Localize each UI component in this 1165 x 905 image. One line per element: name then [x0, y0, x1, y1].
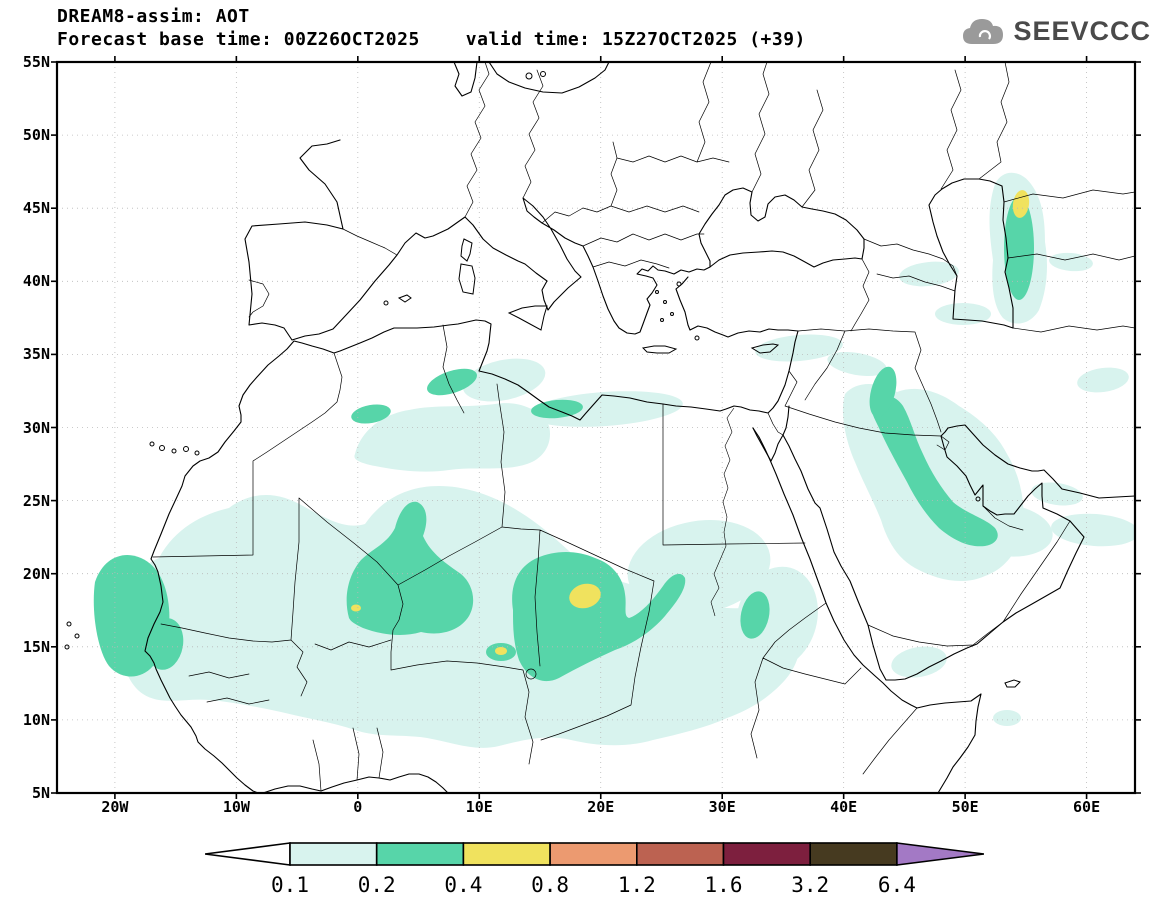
aot-max-mali: [351, 604, 361, 612]
lon-label: 0: [353, 798, 363, 816]
island-cyprus: [750, 343, 780, 354]
seevccc-logo: SEEVCCC: [960, 16, 1151, 47]
lat-label: 50N: [22, 126, 50, 145]
aot-plume-senegal-coast: [146, 618, 184, 670]
coast-arabia: [782, 424, 1135, 681]
lat-label: 35N: [22, 345, 50, 364]
plot-subtitle: Forecast base time: 00Z26OCT2025 valid ti…: [57, 29, 806, 50]
aot-region-persian-gulf: [1031, 482, 1083, 506]
lake-chad: [525, 668, 537, 680]
logo-text: SEEVCCC: [1013, 16, 1151, 46]
aot-region-tunisia: [462, 358, 546, 402]
colorbar-label: 6.4: [878, 873, 916, 897]
lon-label: 50E: [951, 798, 979, 816]
aot-plume-arabia: [871, 395, 998, 547]
lat-label: 10N: [22, 710, 50, 729]
coastlines: [64, 62, 1135, 793]
coast-black-sea: [698, 187, 865, 268]
lat-label: 30N: [22, 418, 50, 437]
plot-title: DREAM8-assim: AOT: [57, 6, 250, 27]
valid-time: valid time: 15Z27OCT2025 (+39): [465, 29, 806, 50]
nile-river: [710, 407, 735, 617]
aot-max-caspian: [1012, 190, 1030, 218]
aot-region-caucasus: [899, 261, 959, 287]
lat-label: 55N: [22, 53, 50, 71]
island-sardinia: [458, 263, 476, 295]
forecast-base-time: Forecast base time: 00Z26OCT2025: [57, 29, 420, 50]
aot-plume-mali-algeria: [346, 501, 474, 635]
aot-spot-algeria-2: [427, 368, 477, 396]
lon-label: 10W: [222, 798, 250, 816]
colorbar-segment: [289, 842, 378, 866]
lon-label: 60E: [1073, 798, 1101, 816]
colorbar-arrow-high: [896, 842, 985, 866]
aot-region-yemen: [891, 646, 947, 678]
aot-max-niger: [495, 647, 507, 655]
lon-label: 20E: [587, 798, 615, 816]
colorbar-label: 0.2: [358, 873, 396, 897]
lon-label: 30E: [708, 798, 736, 816]
aot-spot-libya: [531, 399, 583, 419]
colorbar-label: 0.1: [271, 873, 309, 897]
aot-spot-red-sea: [740, 591, 770, 639]
colorbar-arrow-low: [205, 842, 291, 866]
aot-region-nw-iran: [1077, 367, 1129, 393]
aot-region-s-iran-coast: [1051, 513, 1135, 547]
aot-plume-caspian-core: [1004, 196, 1034, 300]
colorbar-label: 3.2: [791, 873, 829, 897]
colorbar-segment: [549, 842, 638, 866]
colorbar-label: 0.8: [531, 873, 569, 897]
island-corsica: [460, 238, 473, 262]
island-sicily: [507, 305, 548, 331]
borders-middle-east: [784, 62, 1135, 647]
aot-region-socotra: [993, 710, 1021, 726]
lat-label: 45N: [22, 199, 50, 218]
coast-gulf-of-guinea: [262, 773, 449, 793]
island-socotra: [1004, 679, 1021, 688]
island-crete: [641, 345, 678, 354]
lat-label: 15N: [22, 637, 50, 656]
lat-label: 20N: [22, 564, 50, 583]
aot-contour-fills: [93, 172, 1135, 748]
lat-label: 25N: [22, 491, 50, 510]
coast-europe-west-med: [244, 139, 711, 341]
aot-max-chad: [569, 583, 601, 609]
borders-africa: [152, 324, 918, 792]
lon-label: 10E: [465, 798, 493, 816]
colorbar-segment: [462, 842, 551, 866]
colorbar-label: 0.4: [444, 873, 482, 897]
coast-baltic-denmark: [453, 62, 610, 97]
coast-turkey-africa-atlantic: [144, 276, 799, 793]
plot-header: DREAM8-assim: AOT Forecast base time: 00…: [57, 6, 806, 50]
colorbar-segment: [635, 842, 725, 866]
aot-spot-iraq: [869, 366, 897, 418]
lon-label: 20W: [101, 798, 129, 816]
colorbar: 0.1 0.2 0.4 0.8 1.2 1.6 3.2 6.4: [205, 842, 985, 897]
aot-region-n-iraq: [827, 351, 887, 377]
colorbar-label: 1.2: [618, 873, 656, 897]
aot-region-s-caspian: [935, 303, 991, 325]
lon-label: 40E: [830, 798, 858, 816]
island-mallorca: [397, 294, 412, 303]
colorbar-segment: [722, 842, 811, 866]
aot-spot-algeria-1: [351, 404, 391, 424]
coast-red-sea-west: [752, 427, 982, 793]
aot-region-turkmenistan: [1049, 252, 1093, 272]
colorbar-segment: [375, 842, 465, 866]
small-islands: [64, 71, 981, 650]
coast-caspian-sea: [928, 178, 1014, 329]
lat-label: 40N: [22, 272, 50, 291]
forecast-map: [51, 56, 1141, 799]
coast-sinai: [752, 405, 790, 462]
aot-plume-chad-sudan: [512, 552, 686, 682]
colorbar-segment: [809, 842, 898, 866]
borders-europe: [248, 62, 824, 318]
country-borders: [152, 62, 1135, 792]
lat-label: 5N: [31, 784, 50, 802]
cloud-icon: [963, 18, 1004, 44]
aot-region-north-algeria: [354, 403, 551, 472]
colorbar-label: 1.6: [705, 873, 743, 897]
map-frame: [55, 60, 1137, 795]
